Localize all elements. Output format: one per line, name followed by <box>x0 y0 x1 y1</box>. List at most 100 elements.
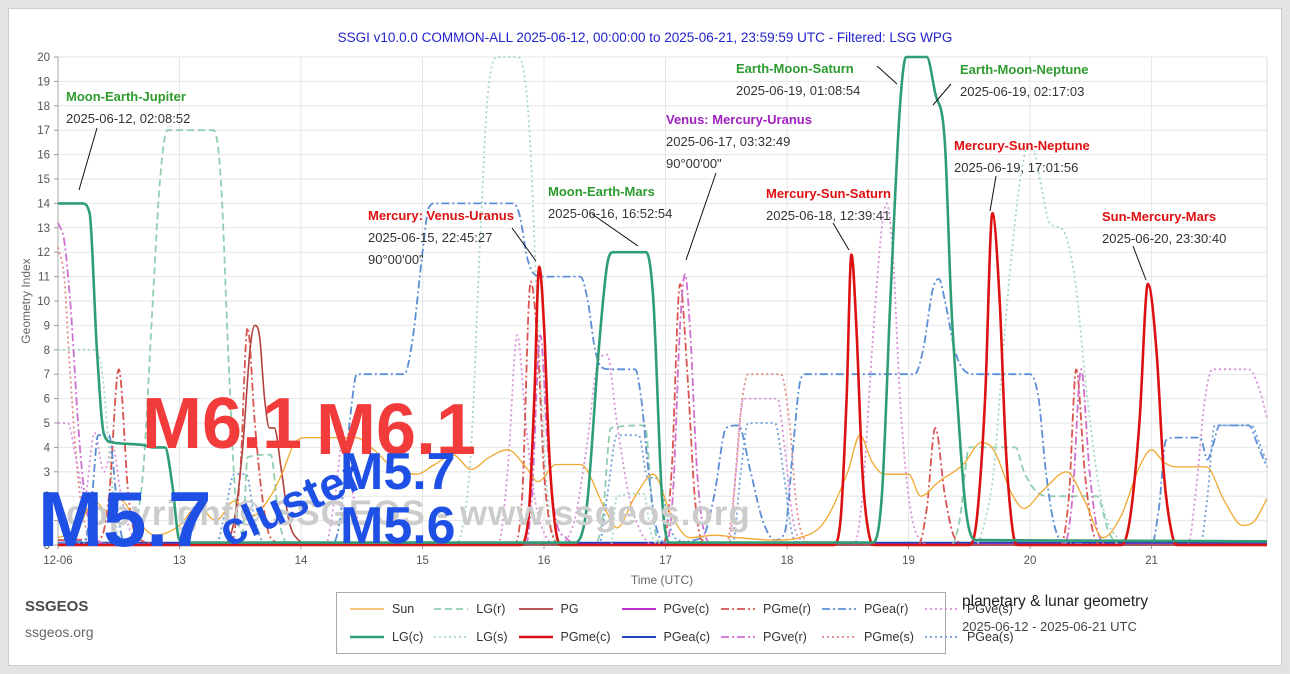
annotation-leader-earth-moon-saturn <box>876 65 898 85</box>
annotation-line: 2025-06-19, 01:08:54 <box>736 83 861 98</box>
legend-label: PGme(s) <box>863 630 914 644</box>
y-tick-label: 3 <box>44 467 50 479</box>
legend-item-pgea-r-: PGea(r) <box>821 602 914 616</box>
annotation-line: 2025-06-20, 23:30:40 <box>1102 231 1227 246</box>
y-tick-label: 14 <box>37 198 50 210</box>
legend-label: PG <box>560 602 579 616</box>
annotation-mercury-venus-uranus: Mercury: Venus-Uranus 2025-06-15, 22:45:2… <box>368 205 514 271</box>
annotation-line: 2025-06-18, 12:39:41 <box>766 208 891 223</box>
annotation-leader-mercury-venus-uranus <box>511 227 537 262</box>
legend-label: PGve(s) <box>966 602 1013 616</box>
legend-line-sample <box>821 608 856 610</box>
y-tick-label: 11 <box>38 272 50 284</box>
y-tick-label: 5 <box>44 418 50 430</box>
y-tick-label: 12 <box>37 247 50 259</box>
y-tick-label: 2 <box>44 491 50 503</box>
overlay-text-m5-6: M5.6 <box>340 497 456 555</box>
y-tick-label: 4 <box>44 442 51 454</box>
overlay-text-m6-1: M6.1 <box>142 384 303 464</box>
y-tick-label: 20 <box>37 52 50 64</box>
chart-card <box>8 8 1282 666</box>
x-tick-label: 20 <box>1024 555 1037 567</box>
legend-item-lg-s-: LG(s) <box>433 630 508 644</box>
legend-item-pgea-s-: PGea(s) <box>924 630 1014 644</box>
brand-site: ssgeos.org <box>25 624 94 640</box>
annotation-title: Mercury-Sun-Saturn <box>766 186 891 201</box>
annotation-earth-moon-saturn: Earth-Moon-Saturn 2025-06-19, 01:08:54 <box>736 58 860 102</box>
series-PGve(s) <box>58 202 1268 546</box>
annotation-line: 2025-06-12, 02:08:52 <box>66 111 191 126</box>
caption-title: planetary & lunar geometry <box>962 593 1149 610</box>
legend-item-pgve-s-: PGve(s) <box>924 602 1014 616</box>
annotation-line: 2025-06-19, 17:01:56 <box>954 160 1079 175</box>
y-axis-label: Geometry Index <box>19 258 33 344</box>
caption-dates: 2025-06-12 - 2025-06-21 UTC <box>962 618 1137 634</box>
annotation-title: Venus: Mercury-Uranus <box>666 112 812 127</box>
annotation-mercury-sun-neptune: Mercury-Sun-Neptune 2025-06-19, 17:01:56 <box>954 135 1090 179</box>
legend-line-sample <box>350 608 384 610</box>
annotation-leader-mercury-sun-neptune <box>989 175 997 212</box>
y-tick-label: 9 <box>44 320 50 332</box>
y-tick-label: 8 <box>44 345 50 357</box>
annotation-line: 2025-06-19, 02:17:03 <box>960 84 1085 99</box>
annotation-venus-mercury-uranus: Venus: Mercury-Uranus 2025-06-17, 03:32:4… <box>666 109 812 175</box>
annotation-line: 2025-06-15, 22:45:27 <box>368 230 493 245</box>
y-tick-label: 10 <box>37 296 50 308</box>
legend-label: PGme(c) <box>560 630 611 644</box>
y-tick-label: 19 <box>37 76 50 88</box>
copyright-watermark: copyright© SSGEOS - www.ssgeos.org <box>66 494 751 533</box>
y-tick-label: 0 <box>44 540 50 552</box>
legend-item-sun: Sun <box>349 602 423 616</box>
annotation-title: Earth-Moon-Neptune <box>960 62 1089 77</box>
legend-item-pgea-c-: PGea(c) <box>621 630 710 644</box>
x-tick-label: 15 <box>416 555 429 567</box>
y-tick-label: 7 <box>44 369 50 381</box>
annotation-moon-earth-jupiter: Moon-Earth-Jupiter 2025-06-12, 02:08:52 <box>66 86 190 130</box>
legend-item-pgve-r-: PGve(r) <box>720 630 811 644</box>
legend-line-sample <box>924 608 959 610</box>
annotation-leader-earth-moon-neptune <box>932 83 952 106</box>
legend-item-pgme-s-: PGme(s) <box>821 630 914 644</box>
overlay-text-m5-7: M5.7 <box>38 475 212 563</box>
legend-item-pgme-c-: PGme(c) <box>518 630 611 644</box>
legend-item-pgme-r-: PGme(r) <box>720 602 811 616</box>
legend-label: PGea(s) <box>966 630 1014 644</box>
annotation-leader-mercury-sun-saturn <box>832 222 850 251</box>
x-tick-label: 18 <box>781 555 794 567</box>
legend-label: LG(c) <box>392 630 424 644</box>
legend-line-sample <box>518 608 553 610</box>
annotation-title: Mercury-Sun-Neptune <box>954 138 1090 153</box>
legend-line-sample <box>350 635 384 639</box>
x-axis-label: Time (UTC) <box>630 573 694 587</box>
legend-label: LG(r) <box>476 602 506 616</box>
y-tick-label: 1 <box>44 516 50 528</box>
series-PGme(c) <box>57 211 1267 547</box>
x-tick-label: 12-06 <box>43 555 72 567</box>
legend-item-lg-r-: LG(r) <box>433 602 507 616</box>
annotation-mercury-sun-saturn: Mercury-Sun-Saturn 2025-06-18, 12:39:41 <box>766 183 891 227</box>
series-LG(c) <box>58 55 1268 544</box>
legend-label: PGve(c) <box>663 602 710 616</box>
legend-line-sample <box>434 608 469 610</box>
legend-line-sample <box>434 636 469 638</box>
annotation-line: 90°00'00" <box>666 156 722 171</box>
y-tick-label: 13 <box>37 223 50 235</box>
annotation-sun-mercury-mars: Sun-Mercury-Mars 2025-06-20, 23:30:40 <box>1102 206 1226 250</box>
chart-title: SSGI v10.0.0 COMMON-ALL 2025-06-12, 00:0… <box>337 30 953 45</box>
y-tick-label: 15 <box>37 174 50 186</box>
x-tick-label: 13 <box>173 555 186 567</box>
annotation-leader-moon-earth-jupiter <box>78 127 98 191</box>
legend-line-sample <box>924 636 959 638</box>
annotation-line: 2025-06-16, 16:52:54 <box>548 206 673 221</box>
legend-item-lg-c-: LG(c) <box>349 630 423 644</box>
annotation-title: Earth-Moon-Saturn <box>736 61 854 76</box>
caption-block: planetary & lunar geometry 2025-06-12 - … <box>962 594 1148 633</box>
x-tick-label: 21 <box>1145 555 1158 567</box>
annotation-line: 90°00'00" <box>368 252 424 267</box>
x-tick-label: 17 <box>659 555 672 567</box>
legend-label: LG(s) <box>476 630 508 644</box>
annotation-earth-moon-neptune: Earth-Moon-Neptune 2025-06-19, 02:17:03 <box>960 59 1089 103</box>
annotation-title: Moon-Earth-Jupiter <box>66 89 186 104</box>
legend-line-sample <box>821 636 856 638</box>
